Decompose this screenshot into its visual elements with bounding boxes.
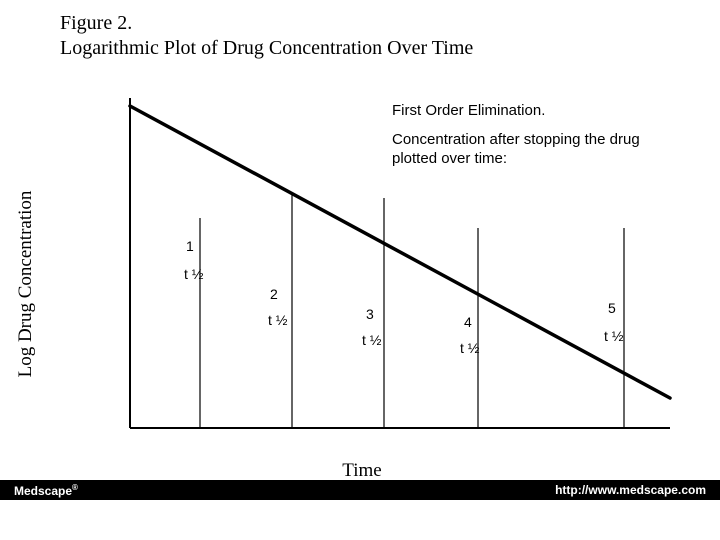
- x-axis-title: Time: [342, 460, 381, 482]
- half-life-index: 5: [608, 300, 616, 316]
- half-life-symbol: t ½: [460, 340, 479, 356]
- half-life-symbol: t ½: [268, 312, 287, 328]
- chart-plot: [80, 88, 680, 448]
- half-life-symbol: t ½: [184, 266, 203, 282]
- y-axis-title: Log Drug Concentration: [15, 191, 37, 378]
- footer-bar: Medscape® http://www.medscape.com: [0, 480, 720, 500]
- half-life-index: 3: [366, 306, 374, 322]
- half-life-index: 4: [464, 314, 472, 330]
- figure-title: Logarithmic Plot of Drug Concentration O…: [60, 37, 473, 60]
- chart-container: Log Drug Concentration 1t ½2t ½3t ½4t ½5…: [32, 88, 692, 480]
- footer-url: http://www.medscape.com: [555, 483, 706, 497]
- half-life-symbol: t ½: [604, 328, 623, 344]
- footer-brand: Medscape®: [14, 483, 78, 498]
- figure-label: Figure 2.: [60, 12, 473, 35]
- figure-heading: Figure 2. Logarithmic Plot of Drug Conce…: [60, 12, 473, 60]
- half-life-index: 2: [270, 286, 278, 302]
- half-life-index: 1: [186, 238, 194, 254]
- half-life-symbol: t ½: [362, 332, 381, 348]
- footer-brand-mark: ®: [72, 483, 78, 492]
- footer-brand-name: Medscape: [14, 484, 72, 498]
